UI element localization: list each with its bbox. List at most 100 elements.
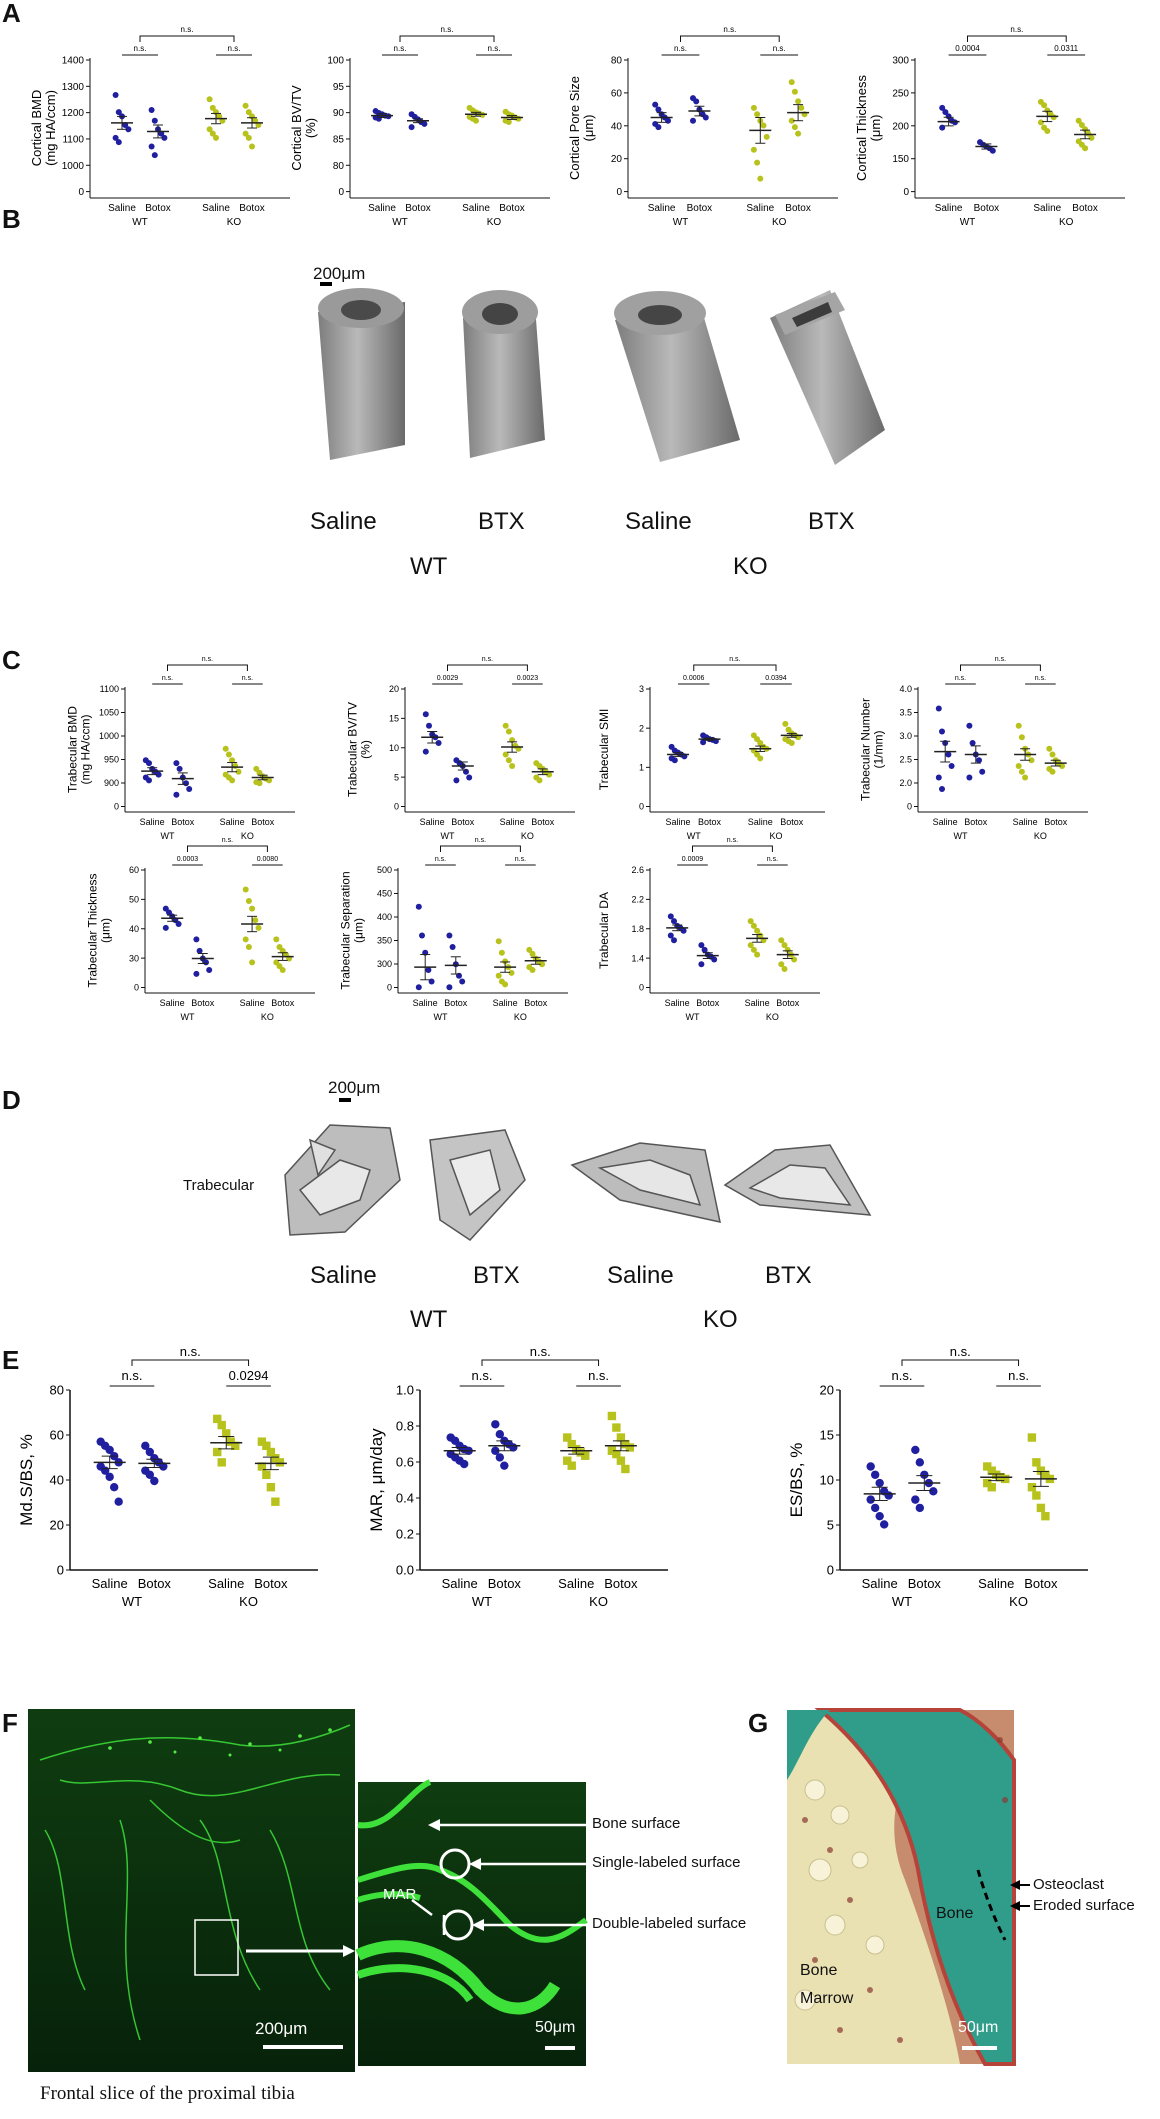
mar-point (621, 1439, 630, 1449)
cortical_thickness-group-ko: KO (1059, 217, 1074, 228)
mdsbs-point (226, 1437, 235, 1446)
trab_number-sig-wt: n.s. (955, 675, 966, 682)
trab_thickness-sig-top: n.s. (222, 837, 233, 844)
trab_number-ylabel: (1/mm) (872, 731, 886, 769)
trab_bvtv-point (426, 722, 432, 729)
trab_thickness-ytick-label: 50 (129, 895, 139, 905)
trab_separation-point (502, 981, 509, 988)
cortical_bmd-sig-top: n.s. (181, 25, 194, 34)
trab_bmd-sig-ko: n.s. (242, 675, 253, 682)
trab_number-xtick-label: Saline (933, 817, 958, 827)
cortical_thickness-ytick-label: 200 (892, 121, 909, 132)
cortical_bmd-group-ko: KO (227, 217, 242, 228)
cortical_bvtv-ytick-label: 90 (333, 108, 345, 119)
cortical_pore-xtick-label: Saline (648, 203, 676, 214)
mdsbs-point (213, 1447, 222, 1457)
esbs-point (1027, 1433, 1037, 1442)
mdsbs-ytick-label: 80 (50, 1383, 64, 1398)
mdsbs-point (217, 1420, 226, 1430)
cortical_bmd-point (245, 134, 252, 141)
mdsbs-point (231, 1441, 240, 1450)
panel-letter-a: A (2, 0, 21, 28)
mdsbs-xtick-label: Botox (138, 1576, 172, 1591)
mdsbs-bracket-top (131, 1359, 250, 1366)
esbs-sig-wt: n.s. (892, 1368, 913, 1383)
callout-osteoclast: Osteoclast (1033, 1876, 1104, 1893)
label-d-3: Saline (607, 1262, 674, 1289)
trab_da-point (778, 961, 785, 968)
mar-point (567, 1461, 576, 1470)
trab_bmd-ylabel: Trabecular BMD (66, 706, 80, 793)
esbs-xtick-label: Botox (908, 1576, 942, 1591)
trab_bmd-xtick-label: Saline (220, 817, 245, 827)
trab_separation-ytick-label: 400 (377, 912, 392, 922)
mar-point (581, 1451, 590, 1460)
trab_separation-point (508, 969, 515, 976)
trab_thickness-point (249, 959, 256, 966)
trab_bmd-point (222, 745, 229, 752)
trab_separation-ytick-label: 0 (387, 983, 392, 993)
trab_separation-ytick-label: 500 (377, 865, 392, 875)
trab_number-ytick-label: 2.0 (899, 778, 912, 788)
cortical_pore-bracket-top (680, 35, 780, 42)
trab_separation-point (495, 938, 502, 945)
cortical_pore-point (798, 104, 805, 111)
trab_number-bracket-top (960, 664, 1041, 671)
trab_thickness-point (206, 967, 213, 973)
mdsbs-point (141, 1441, 150, 1451)
cortical_bmd-point (206, 96, 213, 103)
mdsbs-point (257, 1462, 267, 1471)
esbs-point (884, 1491, 893, 1500)
trab_bvtv-sig-top: n.s. (482, 656, 493, 663)
esbs-ylabel: ES/BS, % (787, 1443, 806, 1518)
cortical_pore-ytick-label: 80 (611, 56, 623, 67)
trab_bvtv-point (422, 748, 429, 755)
trab_thickness-ytick-label: 60 (129, 865, 139, 875)
panel-letter-c: C (2, 645, 21, 675)
trab_da-point (784, 946, 791, 953)
trab_separation-point (415, 984, 422, 991)
trab_number-xtick-label: Botox (1044, 817, 1068, 827)
cortical_thickness-group-wt: WT (960, 217, 976, 228)
trab_da-point (754, 951, 761, 958)
trab_separation-bracket-top (440, 845, 521, 852)
label-b-1: Saline (310, 508, 377, 535)
trab_separation-point (495, 972, 502, 979)
trab_separation-xtick-label: Botox (524, 998, 548, 1008)
cortical_pore-point (693, 98, 700, 105)
mdsbs-point (109, 1483, 119, 1492)
trab_bmd-point (253, 765, 260, 772)
trab_separation-ytick-label: 450 (377, 889, 392, 899)
cortical_bmd-ytick-label: 0 (78, 187, 84, 198)
trab_thickness-sig-ko: 0.0080 (257, 856, 279, 863)
cortical_bmd-sig-wt: n.s. (134, 44, 147, 53)
trab_da-point (781, 966, 788, 973)
mar-ytick-label: 0.4 (396, 1491, 414, 1506)
trab_separation-ylabel: (μm) (352, 918, 366, 943)
trab_separation-point (446, 932, 453, 939)
cortical_bvtv-group-wt: WT (392, 217, 408, 228)
panel-letter-g: G (748, 1708, 769, 1738)
esbs-point (1001, 1474, 1010, 1484)
trab_smi-bracket-top (693, 664, 777, 671)
cortical_bmd-point (115, 139, 122, 146)
mar-bracket-top (481, 1359, 600, 1366)
mar-xtick-label: Saline (442, 1576, 478, 1591)
trab_thickness-point (162, 924, 169, 931)
scale-label-b: 200μm (313, 264, 366, 283)
cortical_bmd-ylabel: Cortical BMD (29, 90, 44, 167)
trab_da-ytick-label: 2.6 (631, 865, 644, 875)
esbs-point (866, 1462, 875, 1471)
cortical_thickness-point (1082, 145, 1089, 152)
trab_thickness-group-ko: KO (261, 1012, 274, 1022)
trab_number-point (1028, 757, 1035, 764)
cortical_bmd-xtick-label: Botox (239, 203, 265, 214)
mar-point (607, 1446, 617, 1455)
trab_bvtv-point (453, 777, 460, 784)
cortical_bmd-point (148, 106, 155, 113)
mdsbs-ytick-label: 20 (50, 1518, 64, 1533)
cortical_thickness-ytick-label: 150 (892, 154, 909, 165)
trab_bvtv-point (505, 757, 512, 764)
trab_thickness-xtick-label: Saline (240, 998, 265, 1008)
mar-point (495, 1430, 505, 1439)
